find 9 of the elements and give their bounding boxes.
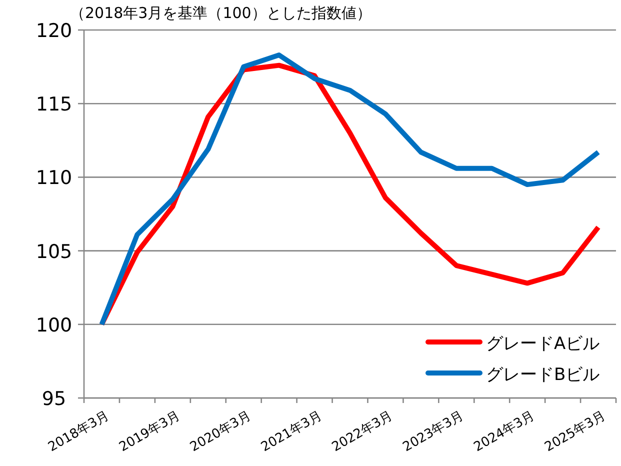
ytick: 95: [42, 388, 66, 410]
ytick: 100: [36, 314, 72, 336]
ytick: 115: [36, 94, 72, 116]
ytick: 120: [36, 20, 72, 42]
legend: グレードBビル: [486, 365, 600, 385]
legend: グレードAビル: [486, 334, 600, 354]
ytick: 110: [36, 167, 72, 190]
subtitle: （2018年3月を基準（100）とした指数値）: [70, 4, 372, 22]
ytick: 105: [36, 240, 72, 263]
